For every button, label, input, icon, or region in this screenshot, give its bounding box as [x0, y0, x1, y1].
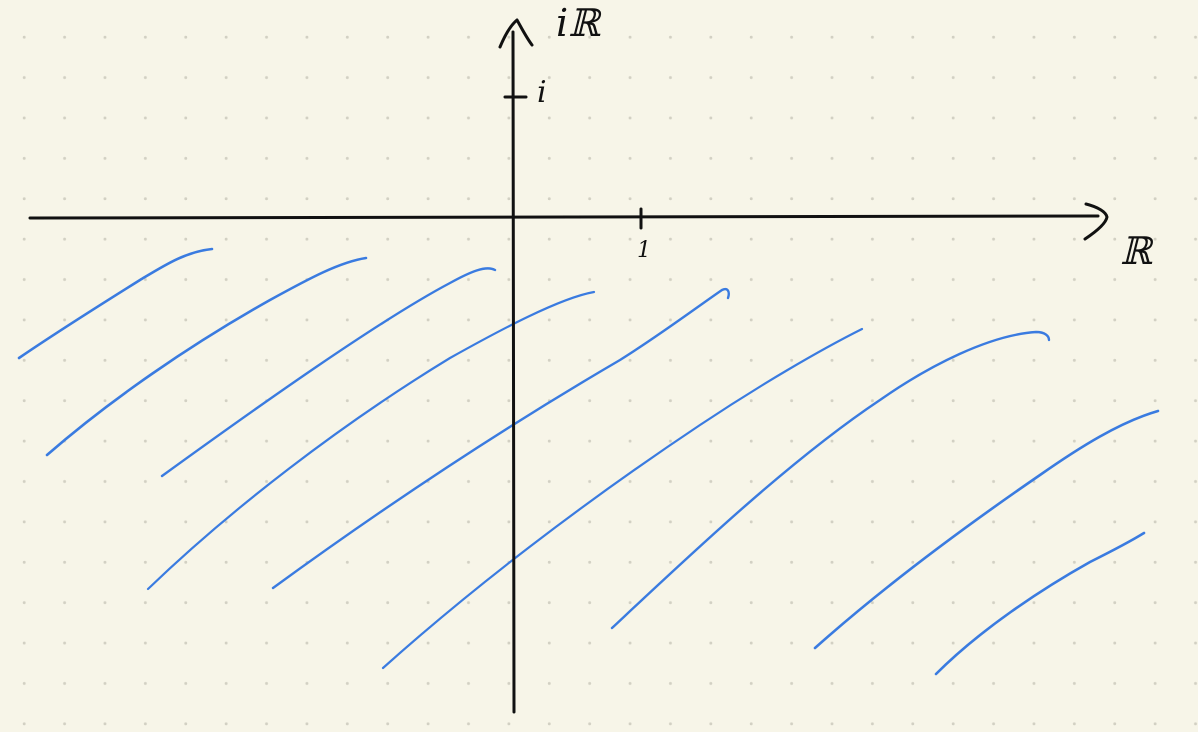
real-axis-arrowhead	[1083, 202, 1109, 241]
real-axis	[28, 202, 1109, 241]
hatch-stroke	[160, 267, 497, 478]
hatch-stroke	[813, 409, 1160, 650]
hatch-stroke	[45, 256, 368, 457]
real-unit-label: 1	[637, 238, 651, 263]
hatch-stroke	[17, 247, 214, 360]
imaginary-axis	[498, 18, 534, 714]
hatch-stroke	[271, 287, 730, 590]
real-axis-line	[28, 214, 1100, 220]
lower-half-plane-hatching	[17, 247, 1160, 676]
hatch-stroke	[934, 531, 1146, 676]
real-axis-label: ℝ	[1120, 229, 1152, 273]
hatch-stroke	[610, 330, 1051, 630]
imaginary-unit-label: i	[537, 75, 547, 110]
imaginary-axis-line	[511, 30, 516, 714]
hatch-stroke	[381, 327, 864, 670]
hatch-stroke	[146, 290, 596, 591]
imaginary-axis-arrowhead	[498, 18, 534, 49]
imaginary-axis-label: iℝ	[556, 1, 600, 45]
